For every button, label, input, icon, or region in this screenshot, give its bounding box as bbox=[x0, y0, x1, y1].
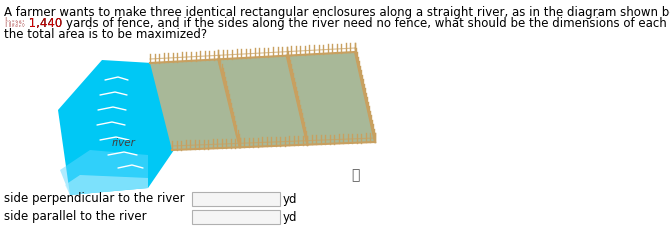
Text: has: has bbox=[4, 17, 29, 30]
FancyBboxPatch shape bbox=[192, 210, 280, 224]
Polygon shape bbox=[58, 60, 174, 195]
Text: has 1,440 yards of fence, and if the sides along the river need no fence, what s: has 1,440 yards of fence, and if the sid… bbox=[4, 17, 670, 30]
Text: A farmer wants to make three identical rectangular enclosures along a straight r: A farmer wants to make three identical r… bbox=[4, 6, 670, 19]
Text: ⓘ: ⓘ bbox=[351, 168, 359, 182]
Text: river: river bbox=[112, 138, 136, 148]
Text: yd: yd bbox=[283, 193, 297, 206]
Polygon shape bbox=[65, 175, 148, 195]
FancyBboxPatch shape bbox=[192, 192, 280, 206]
Text: yd: yd bbox=[283, 211, 297, 224]
Text: the total area is to be maximized?: the total area is to be maximized? bbox=[4, 28, 207, 41]
Polygon shape bbox=[287, 52, 375, 145]
Polygon shape bbox=[150, 59, 240, 150]
Polygon shape bbox=[218, 56, 308, 147]
Text: has 1,440: has 1,440 bbox=[4, 17, 62, 30]
Polygon shape bbox=[60, 150, 148, 195]
Text: side perpendicular to the river: side perpendicular to the river bbox=[4, 192, 185, 205]
Text: side parallel to the river: side parallel to the river bbox=[4, 210, 147, 223]
